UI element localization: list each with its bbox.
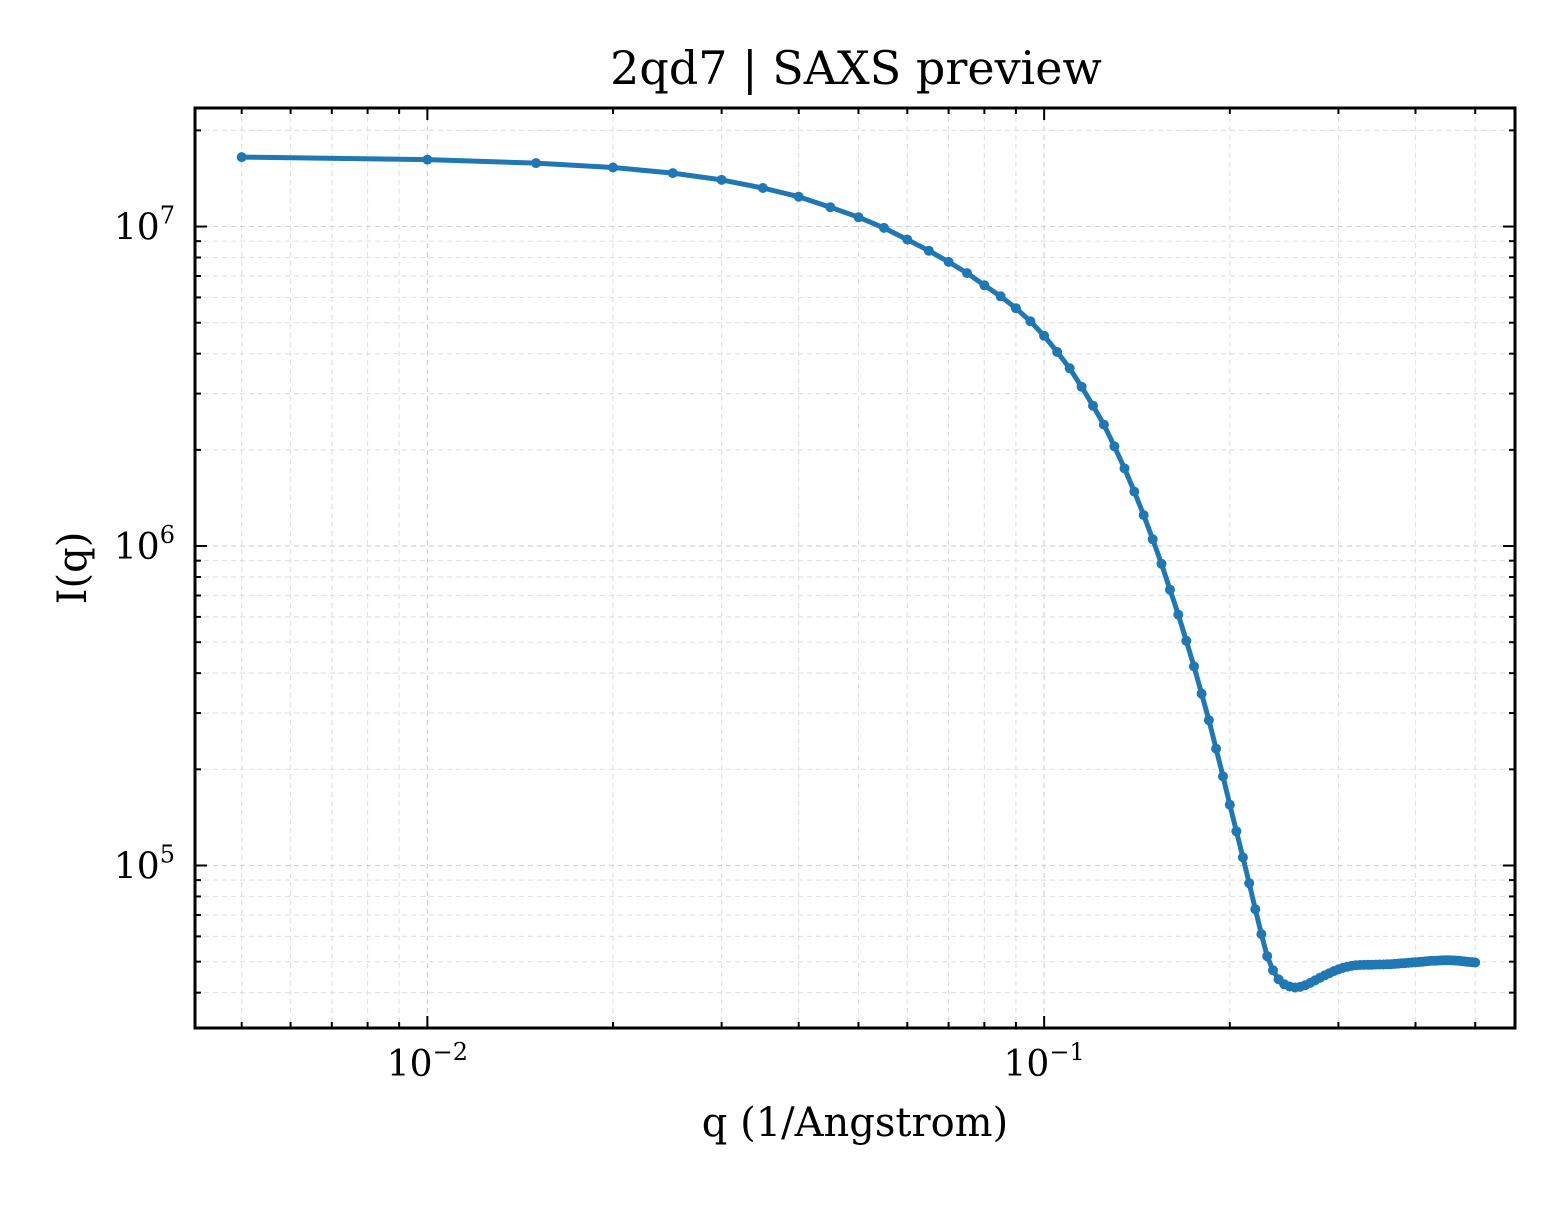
data-point [1076, 381, 1087, 392]
data-point [1052, 347, 1063, 357]
x-axis-label: q (1/Angstrom) [702, 1100, 1008, 1146]
data-point [422, 154, 433, 165]
data-point [902, 234, 913, 245]
data-point [943, 256, 954, 267]
tick-label-layer: 10−2 10−1 105 106 107 [114, 202, 1085, 1085]
data-point [1470, 957, 1481, 968]
data-point [1189, 661, 1199, 672]
plot-frame [193, 106, 1517, 1030]
data-point [962, 268, 973, 279]
data-point [1224, 799, 1235, 810]
data-point [1268, 965, 1278, 976]
data-point [1196, 688, 1207, 699]
data-point [1181, 635, 1192, 646]
chart-title: 2qd7 | SAXS preview [610, 41, 1102, 95]
data-point [1010, 303, 1021, 314]
data-point [1119, 463, 1130, 474]
data-point [1262, 951, 1273, 962]
data-point [1165, 584, 1175, 595]
data-point [793, 191, 804, 202]
data-point [1147, 534, 1158, 545]
data-point [825, 202, 836, 213]
data-point [1211, 743, 1222, 754]
data-point [757, 183, 768, 193]
data-point [1025, 316, 1036, 327]
data-point [1039, 330, 1050, 341]
data-point [1109, 441, 1120, 452]
data-point [923, 245, 934, 256]
data-point [1173, 609, 1184, 620]
data-point [667, 168, 678, 179]
data-point [1138, 510, 1149, 521]
data-point [1244, 878, 1255, 889]
data-point [531, 158, 541, 169]
data-point [979, 280, 990, 291]
data-point [1231, 826, 1242, 837]
y-axis-label: I(q) [50, 532, 96, 605]
data-point [1064, 363, 1075, 374]
y-tick-label: 105 [114, 841, 175, 888]
data-point [1250, 904, 1261, 915]
data-point [1156, 558, 1167, 569]
data-point [1129, 486, 1140, 497]
x-tick-label: 10−2 [387, 1038, 468, 1085]
data-point [853, 212, 864, 223]
data-point [1237, 852, 1248, 863]
y-tick-label: 106 [114, 521, 175, 568]
data-point [716, 174, 727, 185]
series-layer [236, 152, 1481, 993]
data-point [1098, 419, 1109, 430]
data-point [1256, 929, 1267, 940]
data-point [1218, 771, 1228, 782]
data-point [1203, 715, 1214, 726]
data-point [236, 152, 247, 163]
data-point [608, 162, 618, 173]
data-point [995, 291, 1006, 302]
data-point [1088, 400, 1098, 411]
x-tick-label: 10−1 [1004, 1038, 1085, 1085]
data-point [879, 222, 889, 233]
y-tick-label: 107 [114, 202, 175, 249]
